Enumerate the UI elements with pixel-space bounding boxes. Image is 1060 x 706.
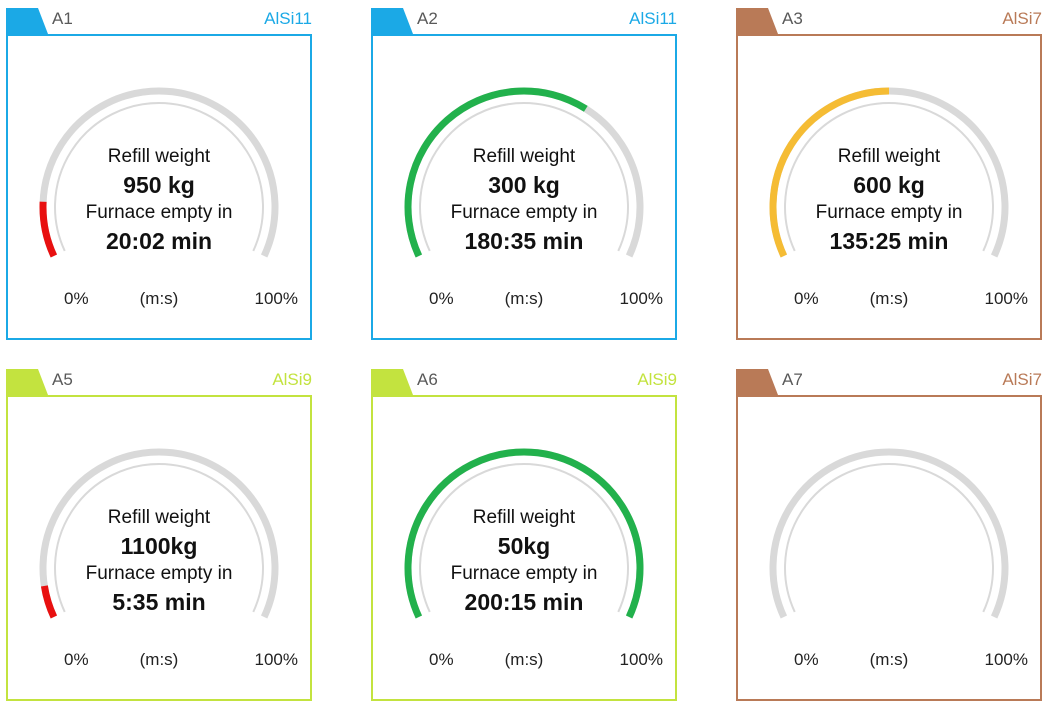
alloy-label: AlSi7 [1002,370,1042,389]
alloy-label: AlSi11 [629,9,677,28]
furnace-empty-value: 180:35 min [464,228,584,254]
scale-min-label: 0% [429,650,454,669]
furnace-label: A1 [52,9,73,28]
gauge-inner-ring [784,463,994,613]
gauge-fill [769,87,890,258]
furnace-empty-value: 135:25 min [829,228,949,254]
scale-unit-label: (m:s) [139,650,179,669]
furnace-empty-label: Furnace empty in [450,202,598,223]
furnace-panel: Refill weight 1100kg Furnace empty in 5:… [6,395,312,701]
gauge-inner-ring [419,463,629,613]
gauge-track [39,87,279,258]
furnace-panel: Refill weight 50kg Furnace empty in 200:… [371,395,677,701]
refill-weight-value: 600 kg [853,172,925,198]
furnace-empty-label: Furnace empty in [815,202,963,223]
furnace-panel: Refill weight 950 kg Furnace empty in 20… [6,34,312,340]
gauge-fill [40,585,58,619]
refill-weight-label: Refill weight [107,146,211,167]
scale-unit-label: (m:s) [869,289,909,308]
gauge-inner-ring [54,102,264,252]
card-tab-flag [6,8,48,34]
scale-max-label: 100% [984,650,1028,669]
furnace-label: A6 [417,370,438,389]
scale-max-label: 100% [619,650,663,669]
fill-gauge [39,87,279,258]
alloy-label: AlSi9 [272,370,312,389]
scale-unit-label: (m:s) [139,289,179,308]
furnace-empty-value: 200:15 min [464,589,584,615]
furnace-empty-label: Furnace empty in [85,563,233,584]
furnace-empty-label: Furnace empty in [85,202,233,223]
gauge-fill [39,201,58,258]
scale-unit-label: (m:s) [504,289,544,308]
fill-gauge [769,87,1009,258]
refill-weight-label: Refill weight [472,507,576,528]
scale-max-label: 100% [254,289,298,308]
scale-unit-label: (m:s) [504,650,544,669]
fill-gauge [404,87,644,258]
gauge-track [769,448,1009,619]
fill-gauge [39,448,279,619]
furnace-card[interactable]: A6 AlSi9 Refill weight 50kg Furnace empt… [371,369,677,705]
refill-weight-label: Refill weight [837,146,941,167]
refill-weight-value: 300 kg [488,172,560,198]
scale-min-label: 0% [429,289,454,308]
furnace-empty-value: 5:35 min [112,589,206,615]
gauge-fill [404,87,588,258]
gauge-inner-ring [54,463,264,613]
scale-min-label: 0% [64,650,89,669]
fill-gauge [769,448,1009,619]
gauge-inner-ring [419,102,629,252]
gauge-fill [404,448,644,619]
furnace-panel: 0% (m:s) 100% [736,395,1042,701]
scale-min-label: 0% [794,650,819,669]
furnace-empty-value: 20:02 min [105,228,213,254]
gauge-inner-ring [784,102,994,252]
scale-max-label: 100% [619,289,663,308]
scale-unit-label: (m:s) [869,650,909,669]
refill-weight-value: 1100kg [120,533,198,559]
furnace-card[interactable]: A2 AlSi11 Refill weight 300 kg Furnace e… [371,8,677,344]
refill-weight-value: 950 kg [123,172,195,198]
card-tab-flag [736,369,778,395]
alloy-label: AlSi7 [1002,9,1042,28]
furnace-panel: Refill weight 600 kg Furnace empty in 13… [736,34,1042,340]
furnace-label: A3 [782,9,803,28]
furnace-empty-label: Furnace empty in [450,563,598,584]
alloy-label: AlSi9 [637,370,677,389]
card-tab-flag [371,8,413,34]
alloy-label: AlSi11 [264,9,312,28]
fill-gauge [404,448,644,619]
furnace-card[interactable]: A1 AlSi11 Refill weight 950 kg Furnace e… [6,8,312,344]
gauge-track [39,448,279,619]
scale-max-label: 100% [984,289,1028,308]
furnace-panel: Refill weight 300 kg Furnace empty in 18… [371,34,677,340]
furnace-label: A2 [417,9,438,28]
furnace-card[interactable]: A5 AlSi9 Refill weight 1100kg Furnace em… [6,369,312,705]
furnace-label: A5 [52,370,73,389]
card-tab-flag [371,369,413,395]
furnace-label: A7 [782,370,803,389]
card-tab-flag [736,8,778,34]
scale-min-label: 0% [794,289,819,308]
card-tab-flag [6,369,48,395]
refill-weight-label: Refill weight [107,507,211,528]
refill-weight-label: Refill weight [472,146,576,167]
furnace-card[interactable]: A7 AlSi7 0% (m:s) 100% [736,369,1042,705]
scale-max-label: 100% [254,650,298,669]
furnace-card[interactable]: A3 AlSi7 Refill weight 600 kg Furnace em… [736,8,1042,344]
refill-weight-value: 50kg [497,533,551,559]
scale-min-label: 0% [64,289,89,308]
